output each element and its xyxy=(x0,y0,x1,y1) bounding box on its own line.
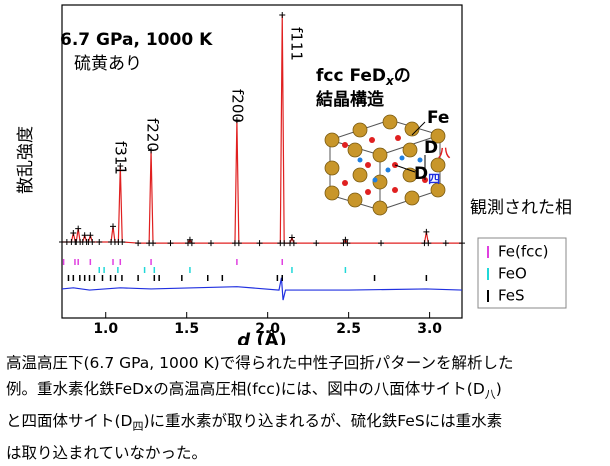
observed-point xyxy=(459,240,465,247)
structure-label: Fe xyxy=(427,108,449,128)
observed-point xyxy=(344,240,351,247)
chart: 6.7 GPa, 1000 K 硫黄あり fcc FeDxの 結晶構造 Fe D… xyxy=(16,4,572,345)
plot-frame xyxy=(61,4,463,319)
observed-point xyxy=(290,240,297,247)
observed-point xyxy=(313,240,320,247)
caption-text: ) xyxy=(495,380,502,398)
caption-text: )に重水素が取り込まれるが、硫化鉄FeSには重水素 xyxy=(143,412,503,431)
observed-point xyxy=(70,230,77,237)
label-part: (Å) xyxy=(250,328,287,345)
label-sub: 八 xyxy=(437,146,451,160)
peak-label: f220 xyxy=(144,118,162,152)
title-part: fcc FeD xyxy=(316,66,386,86)
observed-point xyxy=(150,240,157,247)
title-part: x xyxy=(385,74,395,88)
x-tick-label: 2.5 xyxy=(336,321,361,337)
x-axis-label: d (Å) xyxy=(237,328,287,345)
observed-point xyxy=(378,240,385,247)
observed-point xyxy=(423,228,430,235)
caption-text: は取り込まれていなかった。 xyxy=(6,444,208,463)
observed-point xyxy=(135,240,142,247)
observed-point xyxy=(207,240,214,247)
caption-line: と四面体サイト(D四)に重水素が取り込まれるが、硫化鉄FeSには重水素 xyxy=(6,408,606,440)
peak-label: f111 xyxy=(288,27,306,61)
label-part: d xyxy=(237,330,251,345)
annotation: 6.7 GPa, 1000 K xyxy=(60,30,213,50)
observed-point xyxy=(188,240,195,247)
caption-text: 八 xyxy=(484,388,496,402)
x-tick-label: 1.5 xyxy=(174,321,199,337)
structure-label: D四 xyxy=(414,164,440,186)
observed-point xyxy=(119,238,126,245)
observed-point xyxy=(288,234,295,241)
x-tick-label: 1.0 xyxy=(93,321,118,337)
annotation: 硫黄あり xyxy=(74,54,142,74)
caption-text: 例。重水素化鉄FeDxの高温高圧相(fcc)には、図中の八面体サイト(D xyxy=(6,380,485,398)
caption: 高温高圧下(6.7 GPa, 1000 K)で得られた中性子回折パターンを解析し… xyxy=(6,350,606,466)
crystal-structure xyxy=(324,114,446,216)
observed-point xyxy=(235,240,242,247)
observed-point xyxy=(75,225,82,232)
observed-point xyxy=(186,236,193,243)
peak-label: f200 xyxy=(229,89,247,123)
structure-title: 結晶構造 xyxy=(316,89,385,110)
legend-label: Fe(fcc) xyxy=(498,243,549,261)
observed-point xyxy=(279,12,286,19)
caption-line: 高温高圧下(6.7 GPa, 1000 K)で得られた中性子回折パターンを解析し… xyxy=(6,350,606,376)
caption-line: 例。重水素化鉄FeDxの高温高圧相(fcc)には、図中の八面体サイト(D八) xyxy=(6,376,606,408)
title-part: の xyxy=(394,66,411,86)
x-tick-label: 3.0 xyxy=(417,321,442,337)
observed-point xyxy=(425,240,432,247)
observed-point xyxy=(148,147,155,154)
y-axis-label: 散乱強度 xyxy=(16,126,36,194)
observed-point xyxy=(89,238,96,245)
structure-title: fcc FeDxの xyxy=(316,66,411,88)
series-line xyxy=(61,277,463,301)
x-tick-label: 2.0 xyxy=(255,321,280,337)
legend-label: FeS xyxy=(498,287,525,305)
observed-point xyxy=(281,240,288,247)
observed-point xyxy=(342,236,349,243)
caption-line: は取り込まれていなかった。 xyxy=(6,440,606,466)
observed-point xyxy=(442,240,449,247)
caption-text: 高温高圧下(6.7 GPa, 1000 K)で得られた中性子回折パターンを解析し… xyxy=(6,354,514,372)
observed-point xyxy=(117,162,124,169)
caption-text: と四面体サイト(D xyxy=(6,412,133,431)
legend-box xyxy=(477,237,567,309)
observed-point xyxy=(96,238,103,245)
observed-point xyxy=(167,240,174,247)
observed-point xyxy=(256,240,263,247)
legend-label: FeO xyxy=(498,265,527,283)
observed-point xyxy=(233,117,240,124)
observed-point xyxy=(87,232,94,239)
observed-point xyxy=(81,232,88,239)
label-sub: 四 xyxy=(428,172,440,186)
observed-point xyxy=(110,223,117,230)
caption-text: 四 xyxy=(132,420,144,434)
label-text: D xyxy=(424,138,438,158)
label-text: D xyxy=(414,164,428,184)
peak-label: f311 xyxy=(112,141,130,175)
legend-title: 観測された相 xyxy=(470,198,572,218)
structure-label: D八 xyxy=(424,138,451,160)
